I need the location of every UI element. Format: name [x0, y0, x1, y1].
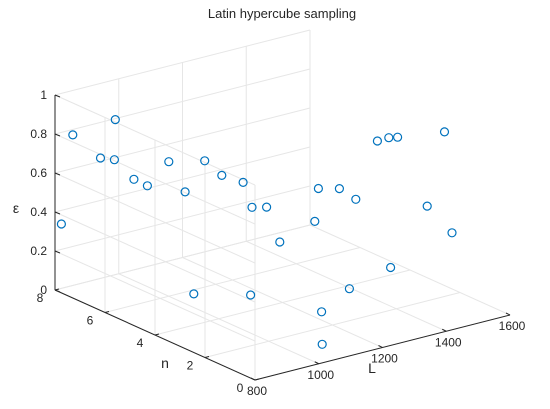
grid-line — [54, 94, 256, 186]
grid-line — [54, 146, 311, 213]
grid-line — [54, 29, 311, 96]
y-tick-label: 2 — [187, 359, 194, 373]
data-point — [344, 284, 354, 294]
z-tick-label: 1 — [40, 88, 47, 102]
data-point — [393, 132, 403, 142]
z-tick-label: 0 — [40, 283, 47, 297]
data-point — [386, 262, 396, 273]
data-point-layer — [56, 114, 457, 349]
y-tick-label: 8 — [37, 291, 44, 305]
grid-line — [54, 250, 256, 342]
z-tick-mark — [54, 172, 61, 176]
y-tick-label: 4 — [137, 336, 144, 350]
y-tick-mark — [104, 311, 110, 313]
data-point — [334, 184, 344, 194]
data-point — [56, 219, 67, 229]
x-tick-mark — [314, 361, 319, 365]
x-tick-mark — [505, 312, 511, 316]
y-tick-label: 0 — [237, 381, 244, 395]
data-point — [275, 237, 285, 247]
data-point — [217, 170, 227, 180]
z-tick-mark — [54, 250, 61, 254]
data-point — [129, 174, 139, 184]
data-point — [189, 289, 199, 299]
x-tick-label: 1600 — [499, 319, 526, 333]
data-point — [238, 177, 248, 187]
x-tick-mark — [442, 328, 447, 332]
data-point — [310, 216, 320, 226]
grid-line — [104, 247, 361, 313]
data-point — [351, 194, 361, 204]
z-axis-label: ε — [13, 200, 19, 216]
x-tick-label: 800 — [247, 384, 267, 398]
grid-line — [154, 269, 411, 336]
x-tick-mark — [378, 345, 383, 348]
data-point — [142, 181, 152, 191]
grid-line — [54, 107, 311, 174]
x-tick-label: 1400 — [435, 335, 462, 349]
data-point — [164, 157, 174, 167]
grid-line — [54, 211, 256, 303]
z-tick-label: 0.6 — [30, 166, 47, 180]
y-tick-label: 6 — [87, 314, 94, 328]
z-tick-mark — [54, 94, 61, 98]
data-point — [200, 156, 210, 166]
data-point — [110, 114, 120, 125]
data-point — [246, 290, 256, 300]
z-tick-label: 0.2 — [30, 244, 47, 258]
axis-layer — [54, 94, 511, 381]
data-point — [317, 307, 327, 317]
x-tick-label: 1000 — [307, 368, 334, 382]
data-point — [313, 183, 323, 194]
data-point — [317, 339, 327, 349]
data-point — [109, 155, 120, 165]
grid-line — [54, 133, 256, 225]
z-tick-label: 0.8 — [30, 127, 47, 141]
grid-layer — [54, 29, 511, 381]
y-tick-mark — [254, 378, 260, 381]
data-point — [439, 127, 450, 137]
data-point — [384, 133, 394, 143]
data-point — [68, 130, 78, 140]
data-point — [180, 187, 190, 197]
x-tick-mark — [250, 377, 256, 381]
z-tick-mark — [54, 211, 61, 215]
z-tick-mark — [54, 133, 61, 137]
data-point — [95, 153, 106, 163]
y-tick-mark — [154, 333, 160, 336]
data-point — [447, 228, 457, 238]
data-point — [422, 201, 432, 211]
data-point — [372, 136, 382, 146]
grid-line — [204, 292, 461, 358]
x-tick-label: 1200 — [371, 352, 398, 366]
z-tick-label: 0.4 — [30, 205, 47, 219]
data-point — [262, 202, 272, 212]
y-axis-label: n — [161, 355, 169, 371]
grid-line — [54, 172, 256, 264]
z-tick-mark — [54, 289, 61, 293]
chart-title: Latin hypercube sampling — [208, 6, 356, 21]
x-axis-label: L — [368, 360, 376, 376]
grid-line — [54, 224, 311, 291]
data-point — [247, 202, 257, 212]
y-tick-mark — [204, 356, 210, 358]
grid-line — [54, 185, 311, 252]
grid-line — [54, 68, 311, 135]
